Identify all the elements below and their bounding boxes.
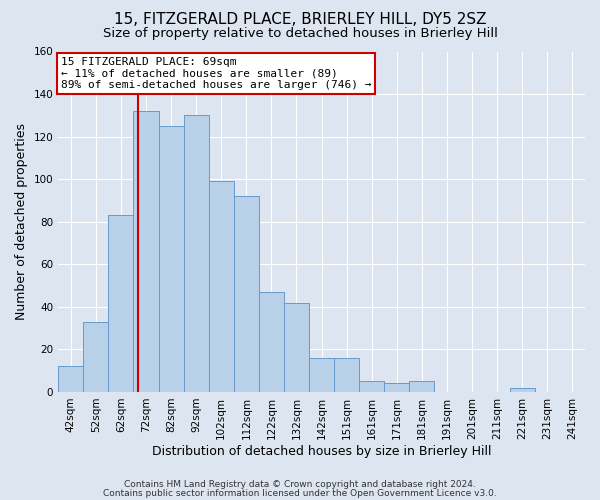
Bar	[510, 388, 535, 392]
Bar	[184, 116, 209, 392]
Bar	[334, 358, 359, 392]
Text: Contains HM Land Registry data © Crown copyright and database right 2024.: Contains HM Land Registry data © Crown c…	[124, 480, 476, 489]
Bar	[109, 216, 133, 392]
Bar	[409, 382, 434, 392]
Text: 15 FITZGERALD PLACE: 69sqm
← 11% of detached houses are smaller (89)
89% of semi: 15 FITZGERALD PLACE: 69sqm ← 11% of deta…	[61, 56, 371, 90]
Bar	[284, 302, 309, 392]
Text: Size of property relative to detached houses in Brierley Hill: Size of property relative to detached ho…	[103, 28, 497, 40]
Bar	[209, 182, 234, 392]
Bar	[133, 111, 158, 392]
Y-axis label: Number of detached properties: Number of detached properties	[15, 123, 28, 320]
Bar	[83, 322, 109, 392]
Bar	[58, 366, 83, 392]
Text: Contains public sector information licensed under the Open Government Licence v3: Contains public sector information licen…	[103, 488, 497, 498]
Bar	[158, 126, 184, 392]
X-axis label: Distribution of detached houses by size in Brierley Hill: Distribution of detached houses by size …	[152, 444, 491, 458]
Bar	[385, 384, 409, 392]
Text: 15, FITZGERALD PLACE, BRIERLEY HILL, DY5 2SZ: 15, FITZGERALD PLACE, BRIERLEY HILL, DY5…	[114, 12, 486, 28]
Bar	[259, 292, 284, 392]
Bar	[359, 382, 385, 392]
Bar	[309, 358, 334, 392]
Bar	[234, 196, 259, 392]
